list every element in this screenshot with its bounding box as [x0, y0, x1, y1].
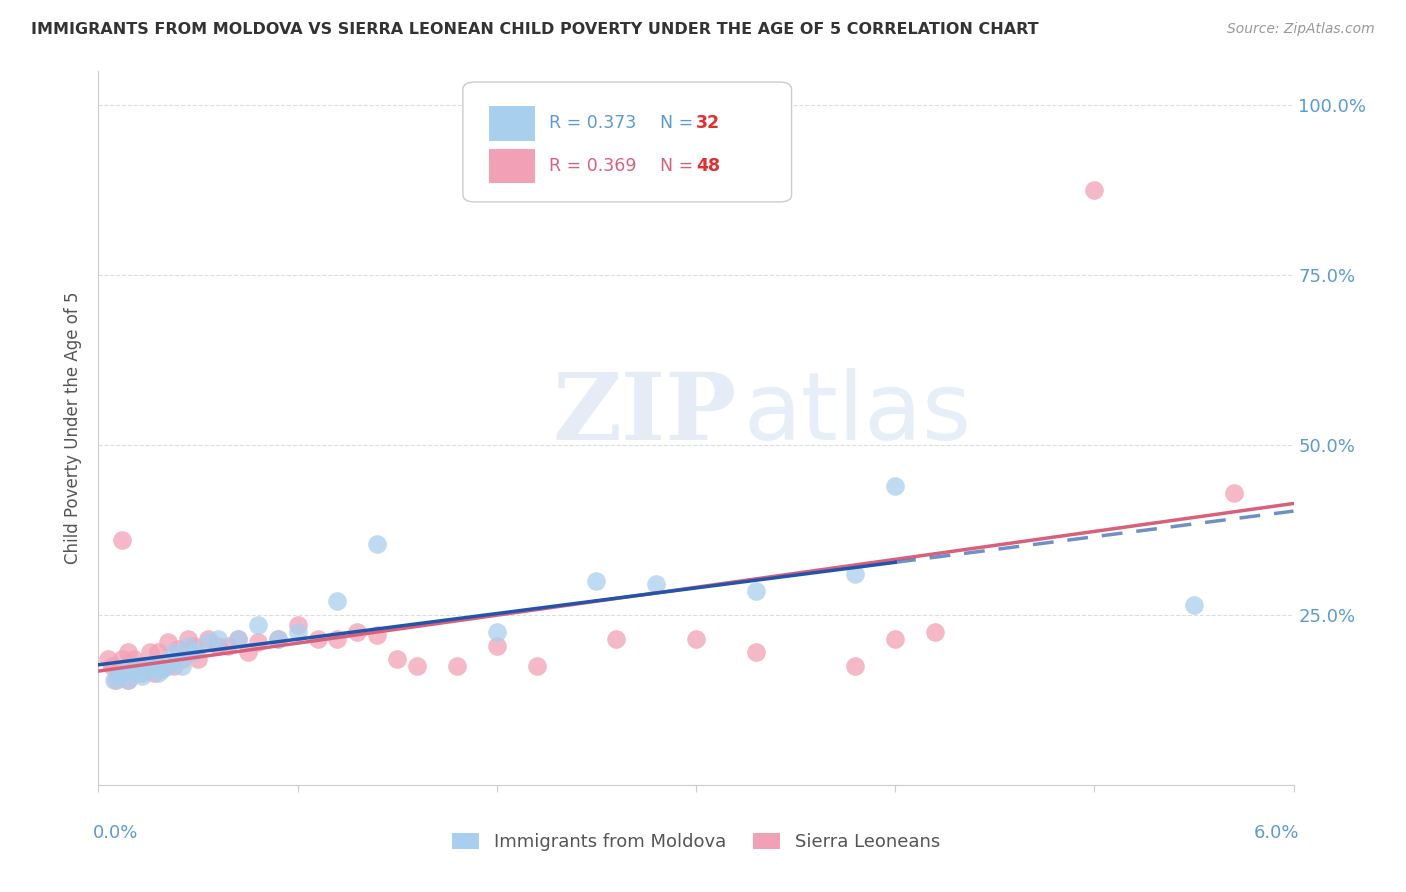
Point — [267, 632, 290, 646]
Point — [844, 567, 866, 582]
Point — [1083, 183, 1105, 197]
Text: 32: 32 — [696, 114, 720, 132]
Text: N =: N = — [661, 114, 699, 132]
Point — [111, 665, 134, 680]
Point — [135, 659, 157, 673]
Legend: Immigrants from Moldova, Sierra Leoneans: Immigrants from Moldova, Sierra Leoneans — [444, 825, 948, 858]
Point — [197, 632, 219, 646]
Text: 0.0%: 0.0% — [93, 824, 138, 842]
FancyBboxPatch shape — [489, 106, 534, 141]
Point — [127, 659, 149, 673]
Text: Source: ZipAtlas.com: Source: ZipAtlas.com — [1227, 22, 1375, 37]
Point — [485, 639, 508, 653]
Point — [226, 632, 249, 646]
Point — [143, 665, 166, 680]
Point — [107, 669, 129, 683]
Point — [148, 645, 170, 659]
Point — [844, 659, 866, 673]
Point — [217, 639, 239, 653]
Point — [139, 645, 162, 659]
Point — [111, 533, 134, 548]
Point — [177, 632, 200, 646]
Point — [117, 673, 139, 687]
Y-axis label: Child Poverty Under the Age of 5: Child Poverty Under the Age of 5 — [65, 292, 83, 565]
Text: 48: 48 — [696, 157, 720, 175]
Point — [385, 652, 409, 666]
Point — [1223, 485, 1246, 500]
Point — [246, 618, 269, 632]
Point — [287, 625, 309, 640]
Point — [246, 635, 269, 649]
Point — [127, 665, 149, 680]
Point — [101, 659, 124, 673]
Point — [605, 632, 627, 646]
Point — [346, 625, 368, 640]
Point — [685, 632, 707, 646]
Point — [226, 632, 249, 646]
Point — [131, 669, 153, 683]
Point — [326, 594, 349, 608]
Point — [103, 673, 125, 687]
Point — [183, 645, 205, 659]
Point — [111, 652, 134, 666]
Point — [148, 665, 170, 680]
Point — [117, 673, 139, 687]
Point — [117, 645, 139, 659]
Point — [884, 632, 907, 646]
Point — [884, 479, 907, 493]
Point — [97, 652, 120, 666]
Point — [745, 645, 768, 659]
Text: IMMIGRANTS FROM MOLDOVA VS SIERRA LEONEAN CHILD POVERTY UNDER THE AGE OF 5 CORRE: IMMIGRANTS FROM MOLDOVA VS SIERRA LEONEA… — [31, 22, 1039, 37]
Point — [526, 659, 548, 673]
Point — [446, 659, 468, 673]
Point — [136, 662, 159, 676]
Point — [585, 574, 607, 588]
Text: atlas: atlas — [744, 368, 972, 460]
Point — [307, 632, 329, 646]
Point — [287, 618, 309, 632]
Point — [207, 639, 229, 653]
Point — [187, 652, 209, 666]
Point — [406, 659, 429, 673]
Point — [107, 665, 129, 680]
Point — [197, 635, 219, 649]
Point — [167, 652, 190, 666]
Point — [131, 665, 153, 680]
Text: ZIP: ZIP — [553, 369, 737, 458]
FancyBboxPatch shape — [489, 149, 534, 184]
Point — [163, 659, 186, 673]
Point — [236, 645, 259, 659]
Point — [1182, 598, 1205, 612]
Text: R = 0.373: R = 0.373 — [548, 114, 637, 132]
Point — [150, 662, 173, 676]
Point — [366, 628, 388, 642]
Point — [167, 642, 190, 657]
FancyBboxPatch shape — [463, 82, 792, 202]
Point — [207, 632, 229, 646]
Point — [183, 639, 205, 653]
Point — [485, 625, 508, 640]
Point — [163, 645, 186, 659]
Point — [366, 537, 388, 551]
Point — [645, 577, 668, 591]
Point — [150, 662, 173, 676]
Point — [172, 652, 194, 666]
Point — [177, 639, 200, 653]
Point — [105, 673, 128, 687]
Point — [143, 659, 166, 673]
Point — [745, 584, 768, 599]
Point — [157, 659, 180, 673]
Text: N =: N = — [661, 157, 699, 175]
Point — [172, 659, 194, 673]
Text: 6.0%: 6.0% — [1254, 824, 1299, 842]
Point — [326, 632, 349, 646]
Text: R = 0.369: R = 0.369 — [548, 157, 637, 175]
Point — [924, 625, 946, 640]
Point — [124, 652, 146, 666]
Point — [157, 635, 180, 649]
Point — [267, 632, 290, 646]
Point — [124, 659, 146, 673]
